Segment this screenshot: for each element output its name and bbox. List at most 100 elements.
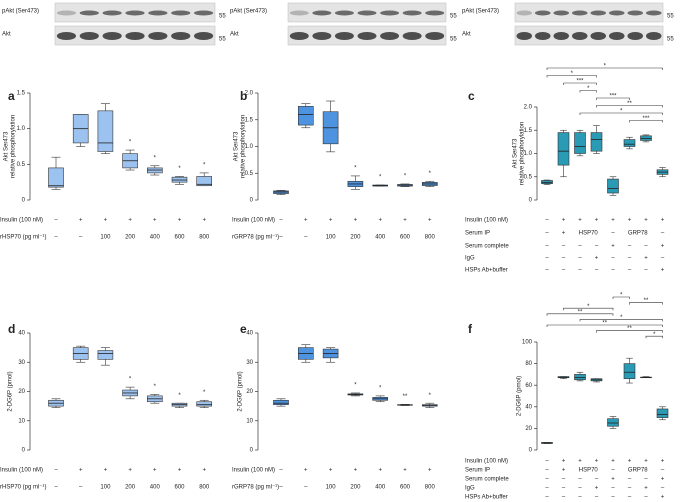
blot-band (79, 32, 99, 40)
box (623, 139, 636, 147)
row-cell: – (611, 468, 615, 474)
blot-band (56, 32, 77, 40)
row-cell: + (378, 218, 382, 224)
row-cell: + (403, 468, 407, 474)
row-cell: – (562, 495, 566, 501)
row-cell: – (279, 235, 283, 241)
significance: * (587, 304, 590, 310)
row-cell: – (562, 256, 566, 262)
comparison-bracket (596, 330, 663, 333)
row-cell: + (644, 486, 648, 492)
blot-marker: 55 (219, 14, 226, 20)
significance: * (154, 384, 157, 390)
row-cell: 200 (125, 235, 136, 241)
significance: *** (642, 116, 650, 122)
blot-marker: 55 (450, 14, 457, 20)
row-cell: + (403, 218, 407, 224)
significance: * (203, 162, 206, 168)
row-cell: + (329, 218, 333, 224)
blot-band (125, 32, 145, 40)
row-cell: – (79, 485, 83, 491)
row-cell: + (153, 218, 157, 224)
y-tick-label: 20 (18, 389, 25, 395)
comparison-bracket (546, 67, 663, 70)
panel-letter: f (468, 322, 473, 336)
blot-band (312, 32, 332, 40)
row-cell: + (304, 218, 308, 224)
row-cell: GRP78 (628, 468, 648, 474)
panel-letter: d (8, 322, 15, 336)
blot-marker: 55 (219, 37, 226, 43)
y-axis-label: 2-DG6P (pmol) (238, 371, 244, 411)
y-tick-label: 0.5 (17, 162, 26, 168)
row-label: rHSP70 (pg ml⁻¹) (0, 485, 47, 491)
row-cell: + (354, 218, 358, 224)
y-tick-label: 0 (22, 448, 26, 454)
row-cell: + (428, 218, 432, 224)
y-tick-label: 40 (18, 331, 25, 337)
comparison-bracket (546, 313, 614, 316)
row-label: IgG (465, 486, 475, 492)
y-tick-label: 10 (18, 418, 25, 424)
y-tick-label: 1.5 (524, 128, 533, 134)
row-label: IgG (465, 256, 475, 262)
row-cell: – (644, 495, 648, 501)
row-cell: – (279, 468, 283, 474)
row-cell: – (595, 477, 599, 483)
y-tick-label: 0 (250, 198, 254, 204)
row-cell: + (562, 459, 566, 465)
row-label: Insulin (100 nM) (0, 468, 43, 474)
row-cell: – (661, 231, 665, 237)
y-tick-label: 2.0 (524, 105, 533, 111)
row-cell: 200 (350, 235, 361, 241)
row-cell: – (611, 256, 615, 262)
y-tick-label: 2.0 (245, 91, 254, 97)
comparison-bracket (579, 112, 663, 115)
row-cell: – (578, 495, 582, 501)
comparison-bracket (579, 90, 597, 93)
row-cell: – (628, 495, 632, 501)
comparison-bracket (546, 324, 663, 327)
blot-band (102, 32, 122, 40)
blot-band (645, 10, 662, 16)
blot-band (289, 10, 309, 16)
blot-band (590, 10, 607, 16)
y-tick-label: 80 (525, 361, 532, 367)
row-cell: + (611, 244, 615, 250)
row-cell: – (595, 268, 599, 274)
row-cell: 100 (326, 235, 337, 241)
row-cell: GRP78 (628, 231, 648, 237)
box (607, 178, 619, 194)
comparison-bracket (629, 120, 663, 123)
row-cell: – (54, 485, 58, 491)
row-label: Insulin (100 nM) (465, 218, 508, 224)
row-cell: 800 (199, 485, 210, 491)
blot-band (516, 10, 533, 16)
blot-band (289, 32, 309, 40)
significance: ** (627, 101, 632, 107)
row-cell: – (545, 495, 549, 501)
row-cell: 200 (350, 485, 361, 491)
row-cell: + (79, 468, 83, 474)
y-tick-label: 40 (525, 404, 532, 410)
row-cell: + (354, 468, 358, 474)
row-cell: + (202, 468, 206, 474)
row-cell: – (578, 256, 582, 262)
significance: ** (627, 326, 632, 332)
blot-band (608, 32, 625, 40)
box (196, 401, 212, 407)
row-cell: – (562, 477, 566, 483)
y-tick-label: 60 (525, 383, 532, 389)
row-cell: 600 (174, 485, 185, 491)
row-cell: + (104, 468, 108, 474)
row-cell: 800 (425, 485, 436, 491)
row-cell: + (644, 256, 648, 262)
panel-letter: e (240, 322, 247, 336)
row-cell: – (545, 486, 549, 492)
blot-band (102, 10, 122, 16)
blot-band (402, 32, 422, 40)
row-cell: + (611, 477, 615, 483)
row-label: Insulin (100 nM) (0, 218, 43, 224)
y-axis-label: relative phosphorylation (11, 115, 17, 178)
